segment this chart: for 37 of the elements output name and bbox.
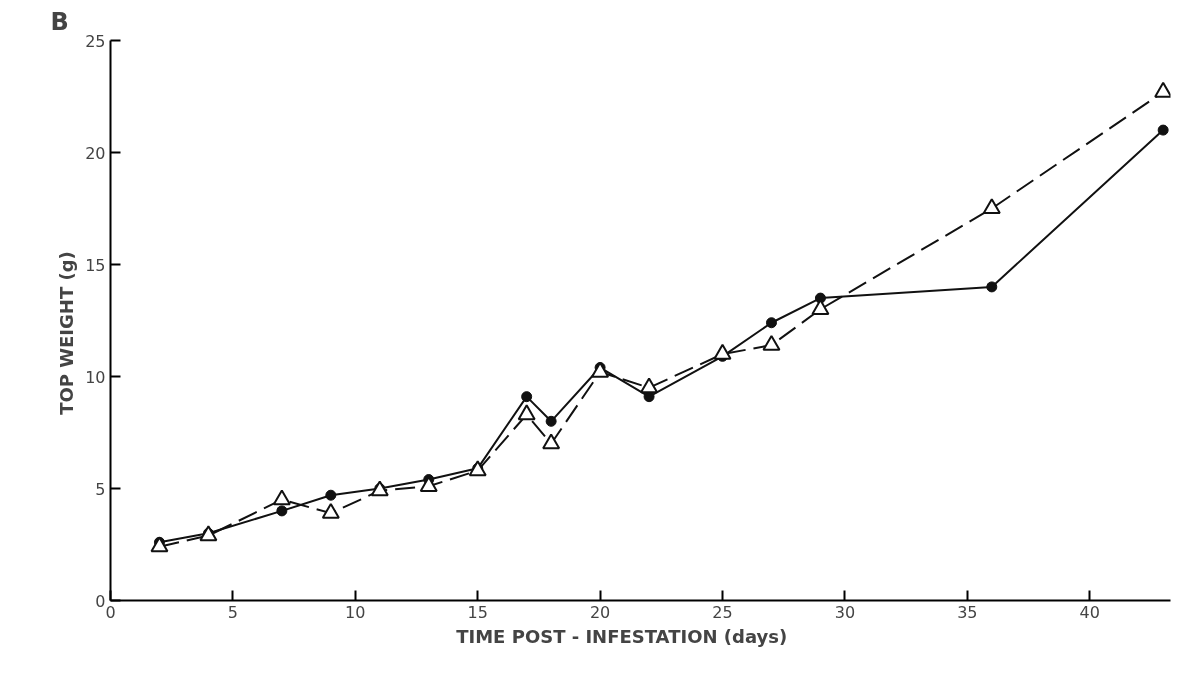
y-tick-label: 10 xyxy=(85,367,106,387)
point xyxy=(521,391,533,403)
x-tick-label: 30 xyxy=(834,602,856,622)
y-tick-label: 15 xyxy=(85,255,106,275)
point xyxy=(468,460,487,477)
point xyxy=(713,343,732,360)
x-tick-label: 40 xyxy=(1079,602,1100,622)
x-tick-label: 10 xyxy=(345,602,366,622)
x-tick-label: 20 xyxy=(589,602,611,622)
point xyxy=(1157,124,1169,136)
y-tick-label: 25 xyxy=(85,31,106,51)
y-tick-label: 20 xyxy=(85,143,106,163)
x-tick-label: 5 xyxy=(227,602,238,622)
point xyxy=(272,489,291,506)
point xyxy=(517,404,536,421)
point xyxy=(982,198,1001,215)
point xyxy=(199,525,218,542)
point xyxy=(762,334,781,351)
chart-title: B xyxy=(50,7,69,36)
point xyxy=(150,536,169,553)
y-tick-label: 5 xyxy=(95,479,106,499)
point xyxy=(370,480,389,497)
point xyxy=(1154,81,1171,98)
point xyxy=(321,502,340,519)
point xyxy=(765,317,777,329)
x-tick-label: 25 xyxy=(712,602,733,622)
point xyxy=(986,281,998,293)
x-axis-title: TIME POST - INFESTATION (days) xyxy=(456,625,788,647)
y-axis-title: TOP WEIGHT (g) xyxy=(56,251,78,415)
x-tick-label: 15 xyxy=(467,602,488,622)
x-tick-label: 35 xyxy=(957,602,978,622)
point xyxy=(640,377,659,394)
point xyxy=(325,489,337,501)
point xyxy=(545,415,557,427)
point xyxy=(591,361,610,378)
point xyxy=(542,433,561,450)
point xyxy=(276,505,288,517)
